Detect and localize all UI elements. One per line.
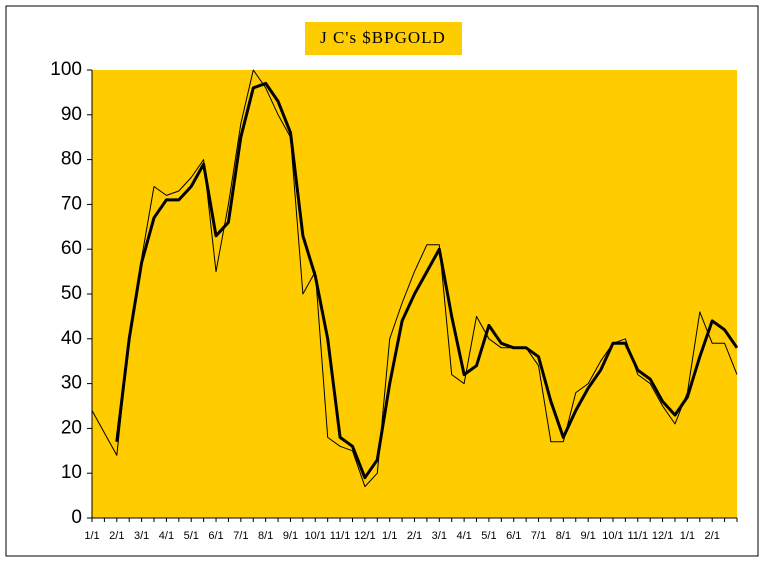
x-tick-label: 10/1 bbox=[602, 530, 623, 542]
y-tick-label: 60 bbox=[61, 238, 82, 259]
title-box bbox=[305, 22, 462, 55]
x-tick-label: 6/1 bbox=[506, 530, 521, 542]
y-tick-label: 90 bbox=[61, 104, 82, 125]
x-tick-label: 2/1 bbox=[407, 530, 422, 542]
x-tick-label: 1/1 bbox=[84, 530, 99, 542]
x-tick-label: 10/1 bbox=[305, 530, 326, 542]
y-tick-label: 30 bbox=[61, 373, 82, 394]
x-tick-label: 1/1 bbox=[680, 530, 695, 542]
x-tick-label: 4/1 bbox=[159, 530, 174, 542]
x-tick-label: 5/1 bbox=[481, 530, 496, 542]
x-tick-label: 8/1 bbox=[258, 530, 273, 542]
y-tick-label: 100 bbox=[50, 59, 82, 80]
y-tick-label: 50 bbox=[61, 283, 82, 304]
y-tick-label: 0 bbox=[71, 507, 82, 528]
y-tick-label: 20 bbox=[61, 417, 82, 438]
x-tick-label: 7/1 bbox=[531, 530, 546, 542]
x-tick-label: 11/1 bbox=[330, 530, 351, 542]
x-tick-label: 2/1 bbox=[109, 530, 124, 542]
x-tick-label: 1/1 bbox=[382, 530, 397, 542]
y-tick-label: 10 bbox=[61, 462, 82, 483]
x-tick-label: 11/1 bbox=[627, 530, 648, 542]
x-tick-label: 3/1 bbox=[134, 530, 149, 542]
average-line bbox=[115, 81, 739, 480]
x-tick-label: 8/1 bbox=[556, 530, 571, 542]
x-tick-label: 4/1 bbox=[456, 530, 471, 542]
y-tick-label: 80 bbox=[61, 149, 82, 170]
x-tick-label: 9/1 bbox=[283, 530, 298, 542]
y-tick-label: 70 bbox=[61, 193, 82, 214]
x-tick-label: 3/1 bbox=[432, 530, 447, 542]
x-tick-label: 7/1 bbox=[233, 530, 248, 542]
chart-title: J C's $BPGOLD bbox=[320, 28, 446, 47]
x-tick-label: 2/1 bbox=[705, 530, 720, 542]
x-tick-label: 12/1 bbox=[652, 530, 673, 542]
y-tick-label: 40 bbox=[61, 328, 82, 349]
x-tick-label: 9/1 bbox=[581, 530, 596, 542]
x-tick-label: 6/1 bbox=[208, 530, 223, 542]
x-tick-label: 12/1 bbox=[354, 530, 375, 542]
x-tick-label: 5/1 bbox=[184, 530, 199, 542]
